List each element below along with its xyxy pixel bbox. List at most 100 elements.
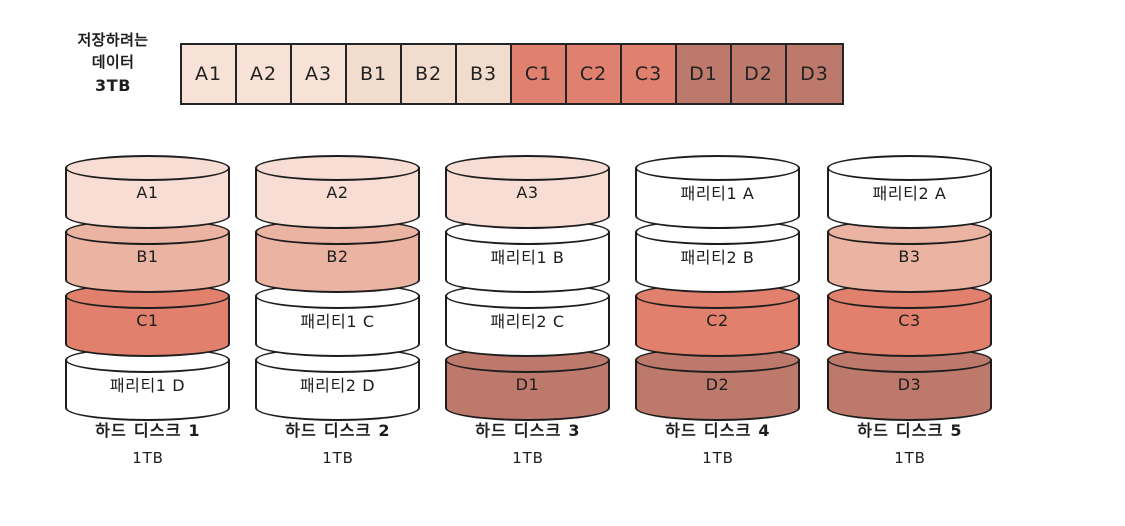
- data-block: A2: [237, 45, 292, 103]
- source-data-section: 저장하려는 데이터 3TB A1 A2 A3 B1 B2 B3 C1 C2 C3 D1 D2 D3: [0, 0, 1125, 140]
- band-label: 패리티2 C: [490, 312, 565, 331]
- disk-capacity: 1TB: [132, 449, 164, 467]
- data-block: A1: [182, 45, 237, 103]
- source-data-caption-line2: 데이터: [91, 52, 135, 71]
- source-data-block-bar: A1 A2 A3 B1 B2 B3 C1 C2 C3 D1 D2 D3: [180, 43, 844, 105]
- data-block-label: D3: [800, 63, 829, 85]
- data-block-label: D2: [744, 63, 773, 85]
- parity-band: 패리티2 B: [635, 219, 800, 293]
- data-block-label: A3: [304, 63, 333, 85]
- parity-band: 패리티2 C: [445, 283, 610, 357]
- disk-name: 하드 디스크 5: [857, 421, 963, 440]
- data-band: A3: [445, 155, 610, 229]
- band-label: A2: [326, 182, 349, 202]
- data-band: C1: [65, 283, 230, 357]
- disk-2: 패리티2 D 패리티1 C B2 A2 하드 디스크 2 1TB: [255, 155, 420, 467]
- data-band: A2: [255, 155, 420, 229]
- data-block: C1: [512, 45, 567, 103]
- disk-3: D1 패리티2 C 패리티1 B A3 하드 디스크 3 1TB: [445, 155, 610, 467]
- band-label: B1: [136, 246, 159, 266]
- data-block: D2: [732, 45, 787, 103]
- parity-band: 패리티2 D: [255, 347, 420, 421]
- data-band: B1: [65, 219, 230, 293]
- data-block: A3: [292, 45, 347, 103]
- disk-capacity: 1TB: [702, 449, 734, 467]
- band-label: B2: [326, 246, 349, 266]
- disk-4: D2 C2 패리티2 B 패리티1 A 하드 디스크 4 1TB: [635, 155, 800, 467]
- disk-5: D3 C3 B3 패리티2 A 하드 디스크 5 1TB: [827, 155, 992, 467]
- disk-stack: D2 C2 패리티2 B 패리티1 A: [635, 155, 800, 421]
- disk-capacity: 1TB: [894, 449, 926, 467]
- data-block-label: B2: [414, 63, 443, 85]
- band-label: 패리티2 D: [299, 376, 376, 395]
- band-label: D3: [897, 374, 922, 394]
- data-block-label: B1: [359, 63, 388, 85]
- band-top-ellipse: [445, 155, 610, 181]
- band-label: 패리티2 A: [872, 184, 947, 203]
- data-block-label: C2: [579, 63, 608, 85]
- band-label: C2: [706, 310, 729, 330]
- data-band: D2: [635, 347, 800, 421]
- disk-caption: 하드 디스크 3 1TB: [433, 417, 623, 471]
- disk-array: 패리티1 D C1 B1 A1 하드 디스크 1 1TB 패리티2 D 패리티1 C B2 A2 하…: [0, 155, 1125, 485]
- data-block: B2: [402, 45, 457, 103]
- parity-band: 패리티1 D: [65, 347, 230, 421]
- source-data-caption-line1: 저장하려는: [77, 31, 149, 49]
- disk-1: 패리티1 D C1 B1 A1 하드 디스크 1 1TB: [65, 155, 230, 467]
- data-band: B3: [827, 219, 992, 293]
- band-label: C3: [898, 310, 921, 330]
- parity-band: 패리티1 A: [635, 155, 800, 229]
- disk-name: 하드 디스크 4: [665, 421, 771, 440]
- data-block: D1: [677, 45, 732, 103]
- source-data-capacity: 3TB: [94, 75, 132, 95]
- data-block-label: A2: [249, 63, 278, 85]
- band-label: 패리티1 D: [109, 376, 186, 395]
- data-block: C2: [567, 45, 622, 103]
- data-block: B1: [347, 45, 402, 103]
- band-label: A3: [516, 182, 539, 202]
- parity-band: 패리티1 C: [255, 283, 420, 357]
- data-band: A1: [65, 155, 230, 229]
- disk-stack: 패리티2 D 패리티1 C B2 A2: [255, 155, 420, 421]
- data-block-label: B3: [469, 63, 498, 85]
- band-label: 패리티2 B: [680, 248, 755, 267]
- band-top-ellipse: [255, 155, 420, 181]
- band-label: C1: [136, 310, 159, 330]
- band-top-ellipse: [827, 155, 992, 181]
- disk-caption: 하드 디스크 1 1TB: [53, 417, 243, 471]
- band-top-ellipse: [65, 155, 230, 181]
- disk-stack: D1 패리티2 C 패리티1 B A3: [445, 155, 610, 421]
- parity-band: 패리티1 B: [445, 219, 610, 293]
- band-label: 패리티1 A: [680, 184, 755, 203]
- data-block-label: C1: [524, 63, 553, 85]
- parity-band: 패리티2 A: [827, 155, 992, 229]
- disk-capacity: 1TB: [322, 449, 354, 467]
- band-label: 패리티1 B: [490, 248, 565, 267]
- disk-stack: D3 C3 B3 패리티2 A: [827, 155, 992, 421]
- data-block: B3: [457, 45, 512, 103]
- data-band: C2: [635, 283, 800, 357]
- disk-caption: 하드 디스크 2 1TB: [243, 417, 433, 471]
- data-band: D3: [827, 347, 992, 421]
- data-block: D3: [787, 45, 842, 103]
- disk-caption: 하드 디스크 4 1TB: [623, 417, 813, 471]
- data-block-label: C3: [634, 63, 663, 85]
- band-label: D1: [515, 374, 540, 394]
- disk-capacity: 1TB: [512, 449, 544, 467]
- disk-stack: 패리티1 D C1 B1 A1: [65, 155, 230, 421]
- band-top-ellipse: [635, 155, 800, 181]
- source-data-caption: 저장하려는 데이터 3TB: [48, 30, 178, 97]
- disk-name: 하드 디스크 3: [475, 421, 581, 440]
- data-block-label: A1: [194, 63, 223, 85]
- disk-name: 하드 디스크 2: [285, 421, 391, 440]
- data-band: D1: [445, 347, 610, 421]
- data-block: C3: [622, 45, 677, 103]
- data-band: C3: [827, 283, 992, 357]
- disk-caption: 하드 디스크 5 1TB: [815, 417, 1005, 471]
- band-label: A1: [136, 182, 159, 202]
- disk-name: 하드 디스크 1: [95, 421, 201, 440]
- band-label: 패리티1 C: [300, 312, 375, 331]
- data-block-label: D1: [689, 63, 718, 85]
- band-label: D2: [705, 374, 730, 394]
- data-band: B2: [255, 219, 420, 293]
